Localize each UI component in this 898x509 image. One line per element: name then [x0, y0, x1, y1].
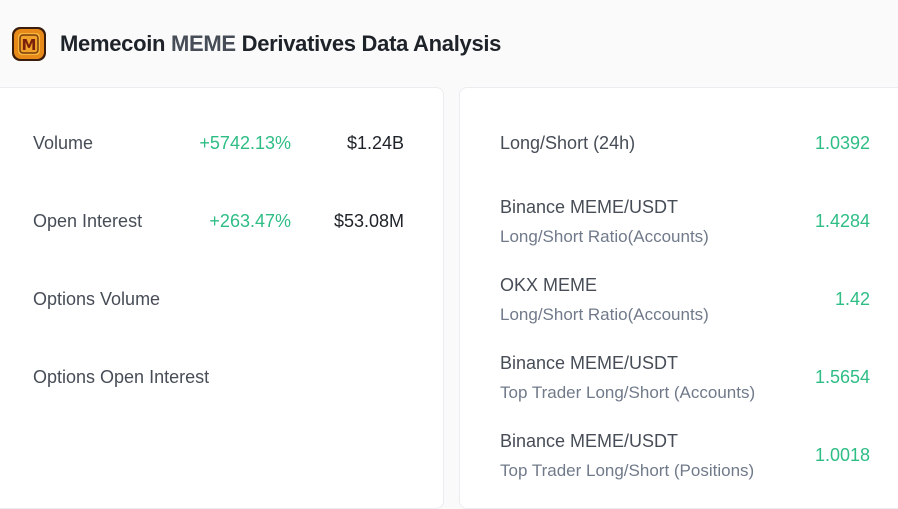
ratio-value: 1.4284	[814, 211, 870, 231]
stat-change: +5742.13%	[199, 133, 291, 153]
stat-label: Options Volume	[33, 289, 161, 309]
ratio-value: 1.5654	[814, 367, 870, 387]
stat-value: $1.24B	[346, 133, 404, 153]
stat-label: Options Open Interest	[33, 367, 210, 387]
stat-value: $53.08M	[333, 211, 404, 231]
long-short-ratio-card: Long/Short (24h) 1.0392 Binance MEME/USD…	[459, 87, 898, 509]
ratio-sublabel: Long/Short Ratio(Accounts)	[500, 227, 709, 246]
page-header: M Memecoin MEME Derivatives Data Analysi…	[0, 0, 898, 88]
ratio-sublabel: Top Trader Long/Short (Positions)	[500, 461, 755, 480]
ratio-value: 1.0018	[814, 445, 870, 465]
memecoin-logo-icon: M	[12, 27, 46, 61]
ratio-label: Binance MEME/USDT	[500, 353, 679, 373]
title-suffix: Derivatives Data Analysis	[241, 31, 502, 56]
ratio-label: Binance MEME/USDT	[500, 197, 679, 217]
derivatives-stats-card: Volume +5742.13% $1.24B Open Interest +2…	[0, 87, 444, 509]
ratio-label: Binance MEME/USDT	[500, 431, 679, 451]
title-prefix: Memecoin	[60, 31, 166, 56]
title-symbol: MEME	[171, 31, 236, 56]
stat-label: Open Interest	[33, 211, 143, 231]
ratio-value: 1.0392	[814, 133, 870, 153]
stat-label: Volume	[33, 133, 94, 153]
svg-text:M: M	[22, 36, 37, 54]
ratio-label: OKX MEME	[500, 275, 598, 295]
page-title: Memecoin MEME Derivatives Data Analysis	[60, 31, 501, 57]
stat-change: +263.47%	[209, 211, 291, 231]
ratio-sublabel: Long/Short Ratio(Accounts)	[500, 305, 709, 324]
ratio-sublabel: Top Trader Long/Short (Accounts)	[500, 383, 756, 402]
ratio-label: Long/Short (24h)	[500, 133, 636, 153]
ratio-value: 1.42	[834, 289, 870, 309]
